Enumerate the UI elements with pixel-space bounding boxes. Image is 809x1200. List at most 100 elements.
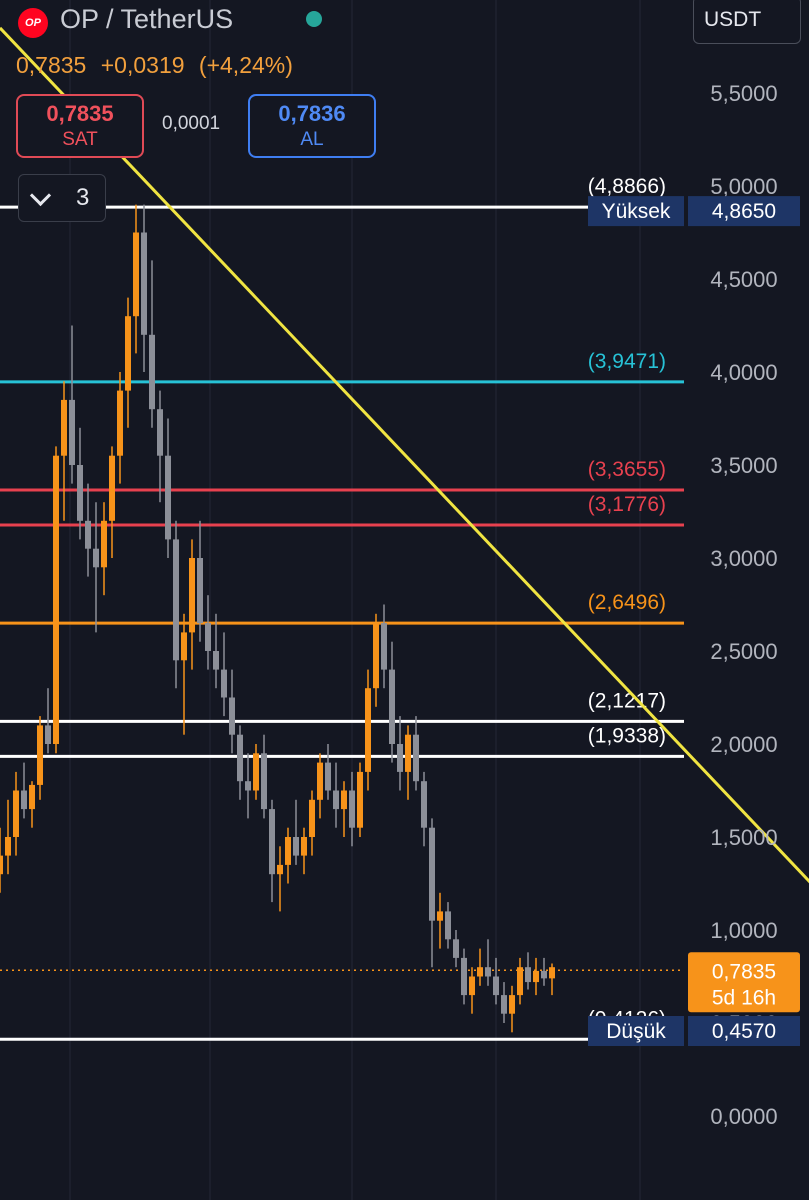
y-tick-label: 4,0000 [710, 360, 777, 385]
trend-line[interactable] [0, 26, 809, 1200]
indicators-collapse-button[interactable]: 3 [18, 174, 106, 222]
indicator-count: 3 [76, 184, 90, 211]
candle[interactable] [501, 995, 507, 1014]
candle[interactable] [453, 939, 459, 958]
candle[interactable] [277, 864, 283, 875]
candle[interactable] [429, 827, 435, 921]
candle[interactable] [493, 976, 499, 996]
candle[interactable] [389, 669, 395, 744]
candle[interactable] [293, 837, 299, 856]
candle[interactable] [45, 725, 51, 744]
candle[interactable] [549, 967, 555, 979]
candle[interactable] [165, 455, 171, 540]
candle[interactable] [93, 548, 99, 568]
optimism-logo-icon: OP [18, 8, 48, 38]
candle[interactable] [301, 837, 307, 856]
y-tick-label: 1,5000 [710, 825, 777, 850]
candle[interactable] [141, 232, 147, 335]
candle[interactable] [437, 911, 443, 921]
symbol-title[interactable]: OP / TetherUS [60, 4, 234, 34]
candle[interactable] [381, 623, 387, 670]
candle[interactable] [541, 970, 547, 979]
candle[interactable] [365, 688, 371, 772]
high-tag-value-box [688, 196, 800, 227]
candle[interactable] [5, 837, 11, 856]
candle[interactable] [253, 753, 259, 791]
chart-header: OP OP / TetherUS USDT 0,7835 +0,0319 (+4… [0, 0, 809, 222]
y-tick-label: 0,0000 [710, 1104, 777, 1129]
candle[interactable] [61, 399, 67, 456]
candle[interactable] [533, 970, 539, 983]
level-label: (3,3655) [588, 458, 666, 481]
candle[interactable] [133, 232, 139, 317]
candle[interactable] [357, 771, 363, 828]
candle[interactable] [149, 334, 155, 410]
candle[interactable] [517, 967, 523, 996]
level-label: (3,1776) [588, 493, 666, 516]
y-tick-label: 5,5000 [710, 81, 777, 106]
candle[interactable] [157, 409, 163, 456]
level-label: (2,1217) [588, 689, 666, 712]
candle[interactable] [461, 957, 467, 996]
sell-button[interactable]: 0,7835 SAT [16, 94, 144, 158]
candle[interactable] [413, 734, 419, 782]
level-label: (3,9471) [588, 350, 666, 373]
candle[interactable] [109, 455, 115, 521]
candle[interactable] [125, 316, 131, 391]
candle[interactable] [181, 632, 187, 661]
candle[interactable] [221, 669, 227, 698]
y-tick-label: 3,5000 [710, 453, 777, 478]
candle[interactable] [229, 697, 235, 735]
candle[interactable] [53, 455, 59, 744]
sell-price: 0,7835 [46, 101, 114, 126]
candle[interactable] [285, 837, 291, 865]
candle[interactable] [397, 744, 403, 772]
candle[interactable] [421, 781, 427, 828]
price-change-percent: (+4,24%) [198, 52, 293, 78]
price-change: +0,0319 [100, 52, 185, 78]
candle[interactable] [77, 465, 83, 521]
candle[interactable] [85, 520, 91, 549]
candle[interactable] [261, 753, 267, 810]
candle[interactable] [485, 967, 491, 977]
candle[interactable] [341, 790, 347, 810]
buy-button[interactable]: 0,7836 AL [248, 94, 376, 158]
low-tag-value-box [688, 1015, 800, 1046]
candle[interactable] [317, 762, 323, 800]
candle[interactable] [373, 623, 379, 689]
price-quote: 0,7835 +0,0319 (+4,24%) [16, 52, 301, 79]
candle[interactable] [189, 558, 195, 633]
candle[interactable] [405, 734, 411, 772]
candle[interactable] [117, 390, 123, 456]
candle[interactable] [205, 623, 211, 651]
candle[interactable] [173, 539, 179, 661]
candle[interactable] [445, 911, 451, 940]
candle[interactable] [525, 967, 531, 983]
level-label: (2,6496) [588, 591, 666, 614]
candle[interactable] [37, 725, 43, 785]
candle[interactable] [325, 762, 331, 791]
currency-selector[interactable]: USDT [693, 0, 801, 44]
candle[interactable] [237, 734, 243, 782]
candle[interactable] [477, 967, 483, 977]
candle[interactable] [13, 790, 19, 838]
candle[interactable] [0, 855, 3, 875]
candle[interactable] [269, 809, 275, 875]
candle[interactable] [213, 651, 219, 670]
last-price-tag-value: 0,7835 [712, 960, 776, 983]
candle[interactable] [21, 790, 27, 810]
candle[interactable] [197, 558, 203, 624]
candle[interactable] [101, 520, 107, 568]
candle[interactable] [333, 790, 339, 810]
candle[interactable] [69, 399, 75, 465]
candle[interactable] [349, 790, 355, 828]
candle[interactable] [309, 799, 315, 837]
candle[interactable] [29, 784, 35, 810]
y-tick-label: 2,0000 [710, 732, 777, 757]
y-tick-label: 5,0000 [710, 174, 777, 199]
countdown-label: 5d 16h [712, 986, 776, 1009]
candle[interactable] [469, 976, 475, 996]
candle[interactable] [509, 995, 515, 1014]
candle[interactable] [245, 781, 251, 791]
